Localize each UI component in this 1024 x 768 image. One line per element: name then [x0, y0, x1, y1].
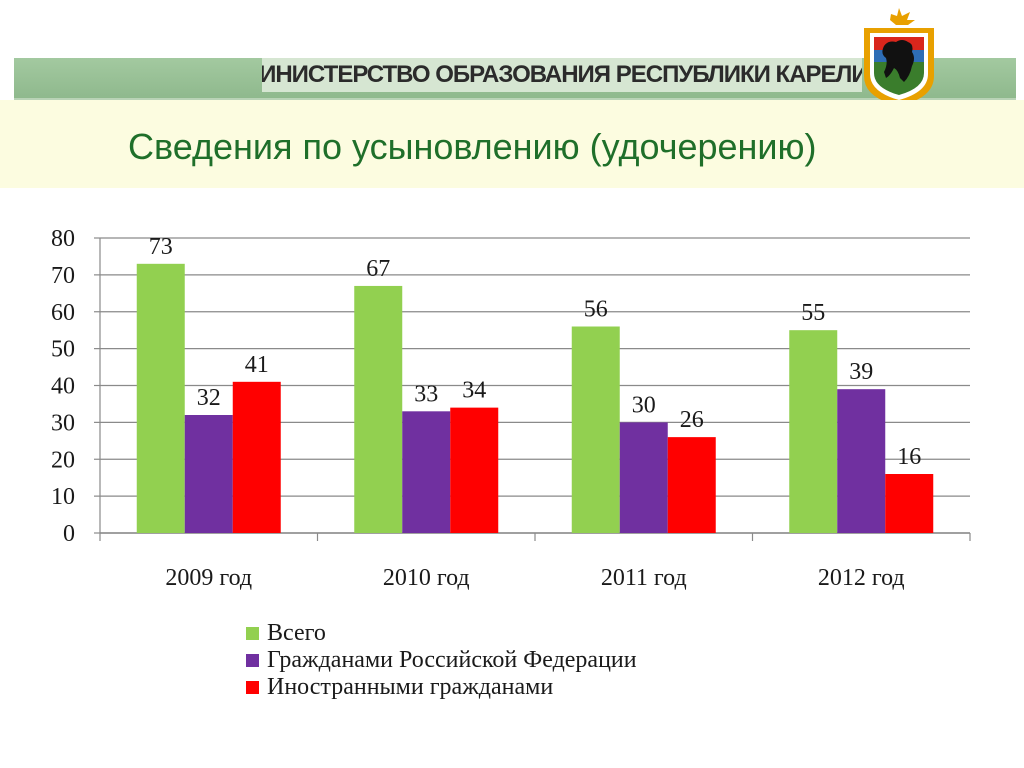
bar: [184, 415, 233, 533]
legend-label: Иностранными гражданами: [267, 674, 554, 700]
karelia-coat-of-arms-icon: [864, 8, 934, 106]
data-label: 32: [197, 385, 221, 411]
adoption-bar-chart: 0 10 20 30 40 50 60 70 80 73 32 41 2009 год 67 33 34 201…: [51, 226, 971, 591]
data-label: 33: [414, 381, 438, 407]
y-tick-label: 60: [51, 300, 75, 326]
legend-swatch: [246, 654, 259, 667]
legend-swatch: [246, 627, 259, 640]
y-tick-label: 10: [51, 484, 75, 510]
data-label: 16: [897, 444, 921, 470]
y-tick-label: 0: [63, 521, 75, 547]
bar: [450, 407, 499, 533]
chart-legend: Всего Гражданами Российской Федерации Инос…: [246, 620, 637, 701]
bar: [837, 389, 886, 533]
data-label: 26: [680, 407, 704, 433]
bar: [402, 411, 451, 533]
x-tick-label: 2012 год: [818, 565, 905, 591]
y-tick-label: 30: [51, 410, 75, 436]
y-tick-label: 80: [51, 226, 75, 252]
data-label: 73: [149, 234, 173, 260]
bar: [619, 422, 668, 533]
y-tick-label: 50: [51, 337, 75, 363]
bar: [885, 474, 934, 533]
bar: [136, 263, 185, 533]
data-label: 30: [632, 392, 656, 418]
data-label: 67: [366, 256, 390, 282]
legend-item: Всего: [246, 620, 637, 647]
page-title: Сведения по усыновлению (удочерению): [128, 126, 817, 167]
y-tick-label: 70: [51, 263, 75, 289]
legend-swatch: [246, 681, 259, 694]
legend-label: Гражданами Российской Федерации: [267, 647, 637, 673]
legend-item: Гражданами Российской Федерации: [246, 647, 637, 674]
x-tick-label: 2009 год: [165, 565, 252, 591]
ministry-name: МИНИСТЕРСТВО ОБРАЗОВАНИЯ РЕСПУБЛИКИ КАРЕ…: [262, 58, 862, 92]
x-tick-label: 2011 год: [601, 565, 687, 591]
data-label: 34: [462, 378, 486, 404]
title-bar: [0, 100, 1024, 188]
y-tick-label: 40: [51, 374, 75, 400]
data-label: 39: [849, 359, 873, 385]
y-tick-label: 20: [51, 447, 75, 473]
data-label: 56: [584, 297, 608, 323]
bar: [789, 330, 838, 533]
bar: [571, 326, 620, 533]
bar: [354, 285, 403, 533]
legend-label: Всего: [267, 620, 326, 646]
legend-item: Иностранными гражданами: [246, 674, 637, 701]
bar: [232, 381, 281, 533]
x-tick-label: 2010 год: [383, 565, 470, 591]
data-label: 55: [801, 300, 825, 326]
bar: [667, 437, 716, 533]
data-label: 41: [245, 352, 269, 378]
